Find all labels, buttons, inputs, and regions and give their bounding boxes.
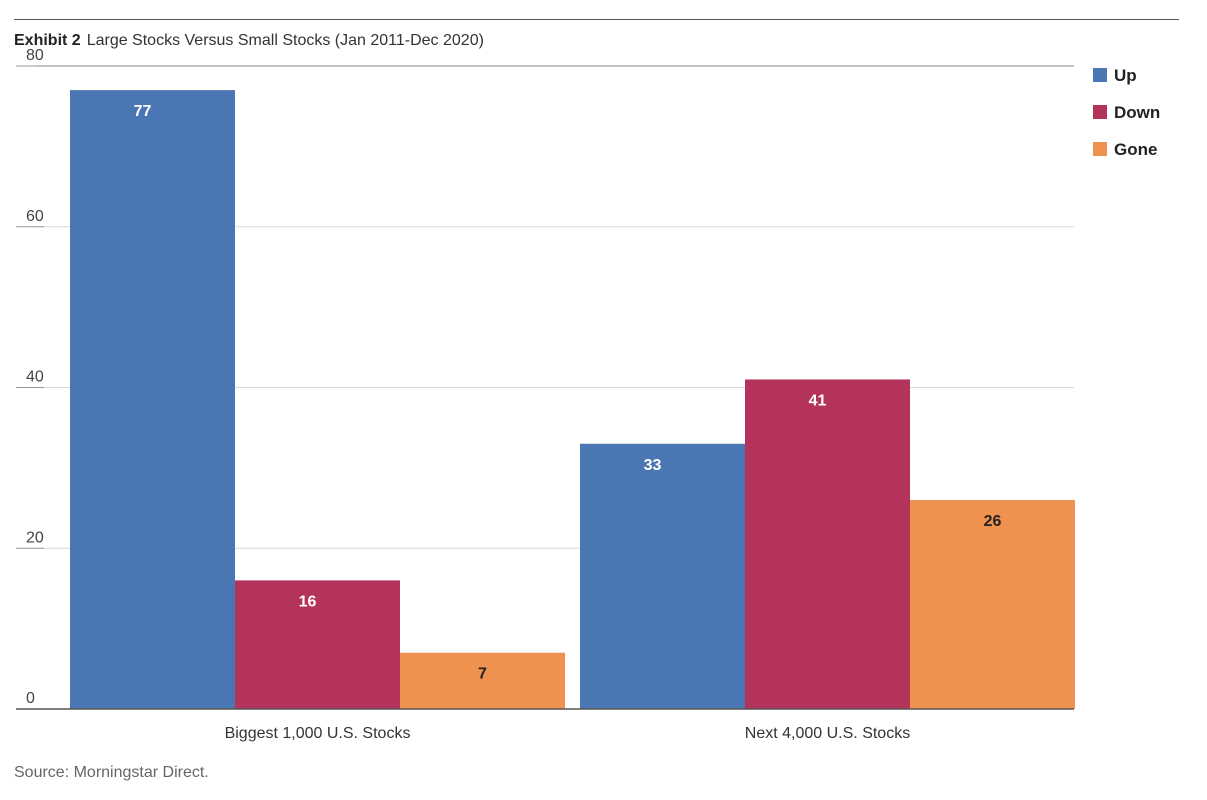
y-tick-label: 20 (26, 529, 44, 546)
chart-title: Exhibit 2 Large Stocks Versus Small Stock… (14, 32, 484, 50)
data-label: 7 (478, 666, 487, 683)
bar-gone (400, 652, 565, 709)
y-tick-label: 60 (26, 208, 44, 225)
legend-label-down: Down (1114, 103, 1160, 122)
x-category-label: Biggest 1,000 U.S. Stocks (225, 725, 411, 742)
legend-swatch-up (1093, 68, 1107, 82)
legend-swatch-down (1093, 105, 1107, 119)
data-label: 77 (134, 103, 152, 120)
x-category-label: Next 4,000 U.S. Stocks (745, 725, 910, 742)
data-label: 41 (809, 392, 827, 409)
top-rule (14, 19, 1179, 20)
source-note: Source: Morningstar Direct. (14, 764, 209, 781)
data-label: 26 (984, 513, 1002, 530)
legend-swatch-gone (1093, 142, 1107, 156)
y-tick-label: 40 (26, 369, 44, 386)
data-label: 16 (299, 593, 317, 610)
title-text: Large Stocks Versus Small Stocks (Jan 20… (86, 32, 484, 49)
legend-label-up: Up (1114, 66, 1137, 85)
y-tick-label: 80 (26, 47, 44, 64)
bar-down (745, 379, 910, 709)
bar-down (235, 580, 400, 709)
legend-label-gone: Gone (1114, 140, 1157, 159)
exhibit-label: Exhibit 2 (14, 32, 81, 49)
bar-up (580, 443, 745, 709)
bar-up (70, 90, 235, 710)
bar-gone (910, 500, 1075, 709)
data-label: 33 (644, 457, 662, 474)
y-tick-label: 0 (26, 690, 35, 707)
